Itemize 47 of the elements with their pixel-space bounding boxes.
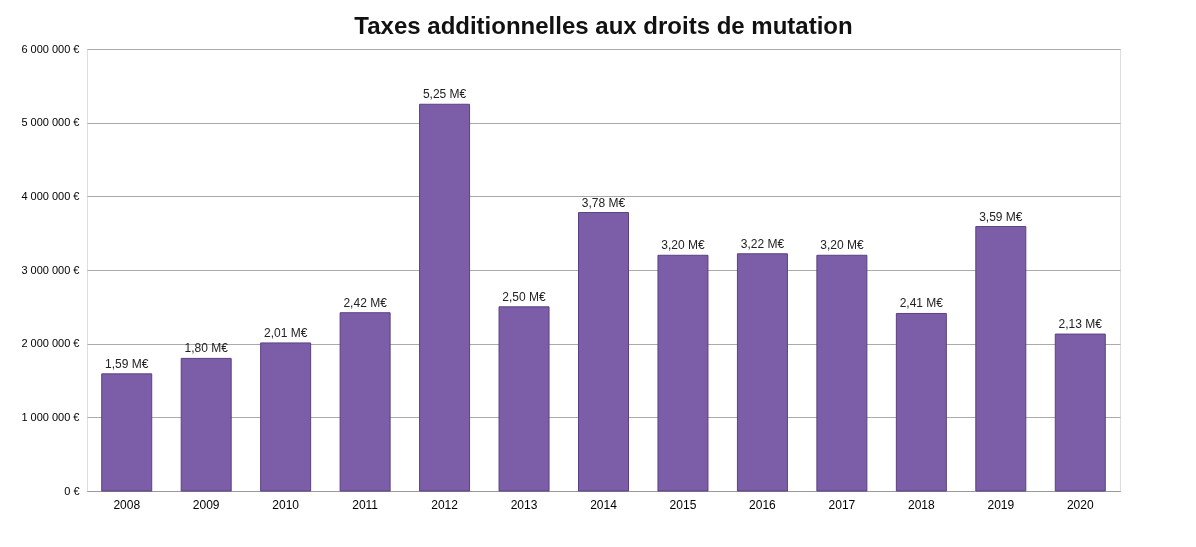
data-label: 2,42 M€ [343, 295, 388, 310]
x-tick-label: 2020 [1066, 497, 1094, 512]
bar [1054, 333, 1106, 492]
bar [657, 254, 709, 492]
chart-title: Taxes additionnelles aux droits de mutation [354, 12, 853, 39]
bar [419, 103, 471, 492]
data-label: 3,20 M€ [661, 238, 705, 253]
x-tick-label: 2019 [987, 497, 1015, 512]
data-label: 5,25 M€ [422, 87, 467, 102]
x-tick-label: 2013 [510, 497, 538, 512]
y-tick-label: 1 000 000 € [21, 410, 80, 423]
data-label: 2,01 M€ [263, 325, 308, 340]
x-tick-label: 2016 [749, 497, 777, 512]
y-tick-label: 4 000 000 € [21, 189, 80, 202]
bar [339, 312, 391, 492]
bar [895, 312, 947, 492]
bar [578, 212, 629, 492]
x-tick-label: 2017 [828, 497, 856, 512]
bar [101, 373, 153, 492]
data-label: 2,13 M€ [1058, 317, 1103, 332]
x-tick-label: 2015 [669, 497, 697, 512]
bar [180, 357, 232, 492]
bar [816, 254, 868, 492]
y-tick-label: 5 000 000 € [21, 116, 80, 129]
bar [736, 253, 788, 492]
data-label: 1,80 M€ [184, 341, 229, 356]
data-label: 2,50 M€ [502, 289, 547, 304]
y-tick-label: 6 000 000 € [21, 42, 80, 55]
x-tick-label: 2012 [431, 497, 459, 512]
data-label: 3,59 M€ [979, 209, 1023, 224]
x-tick-label: 2018 [907, 497, 936, 512]
x-tick-label: 2014 [590, 497, 618, 512]
bar [498, 306, 550, 492]
x-tick-label: 2008 [113, 497, 141, 512]
data-label: 1,59 M€ [105, 356, 149, 371]
y-tick-label: 0 € [64, 484, 80, 497]
x-tick-label: 2009 [192, 497, 220, 512]
data-label: 2,41 M€ [899, 296, 944, 311]
x-tick-label: 2011 [352, 497, 379, 512]
data-label: 3,20 M€ [820, 238, 864, 253]
data-label: 3,78 M€ [581, 195, 626, 210]
bar [975, 226, 1027, 492]
x-tick-label: 2010 [272, 497, 300, 512]
data-label: 3,22 M€ [740, 236, 785, 251]
bar [260, 342, 312, 492]
y-tick-label: 3 000 000 € [21, 263, 80, 276]
y-tick-label: 2 000 000 € [21, 337, 80, 350]
